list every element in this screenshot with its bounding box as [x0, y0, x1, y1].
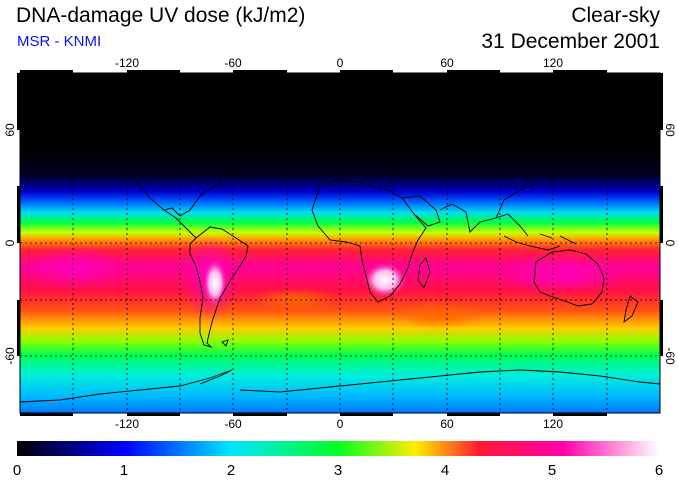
- lon-labels-top: -120 -60 0 60 120: [115, 56, 563, 70]
- data-source-label: MSR - KNMI: [17, 33, 102, 50]
- lon-label-bottom: 0: [337, 417, 344, 431]
- product-label: Clear-sky: [571, 4, 660, 27]
- coastline-australia: [533, 249, 605, 307]
- date-label: 31 December 2001: [481, 30, 660, 53]
- lon-label-top: 120: [543, 56, 563, 70]
- map-title: DNA-damage UV dose (kJ/m2): [16, 4, 306, 27]
- coastline-indonesia: [503, 233, 577, 251]
- lat-label-right: 0: [663, 240, 677, 247]
- coastline-south-america: [189, 226, 249, 348]
- australia-high: [490, 255, 630, 295]
- colorbar-label: 1: [120, 462, 128, 479]
- lat-label-right: 60: [663, 123, 677, 137]
- lat-label-left: 60: [3, 123, 17, 137]
- lat-label-left: 0: [3, 239, 17, 246]
- lon-label-bottom: 120: [543, 417, 563, 431]
- colorbar-label: 0: [13, 462, 21, 479]
- coastline-arabia: [401, 195, 441, 227]
- lat-labels-right: 60 0 -60: [663, 123, 677, 365]
- graticule: [20, 73, 660, 413]
- coastline-africa: [311, 179, 427, 303]
- lat-labels-left: 60 0 -60: [3, 123, 17, 365]
- lon-labels-bottom: -120 -60 0 60 120: [115, 417, 563, 431]
- lon-label-bottom: -60: [224, 417, 242, 431]
- lat-label-right: -60: [663, 347, 677, 365]
- colorbar-labels: 0 1 2 3 4 5 6: [13, 462, 663, 479]
- andes-hotspot: [203, 259, 227, 307]
- coastline-new-zealand: [623, 295, 639, 324]
- colorbar-label: 3: [334, 462, 342, 479]
- east-pacific-high: [20, 246, 130, 290]
- colorbar-label: 6: [655, 462, 663, 479]
- coastline-falklands: [221, 339, 229, 347]
- lon-label-top: -60: [224, 56, 242, 70]
- colorbar-label: 2: [227, 462, 235, 479]
- map-frame: [17, 70, 663, 416]
- lon-label-top: 0: [337, 56, 344, 70]
- lon-label-bottom: -120: [115, 417, 139, 431]
- lat-label-left: -60: [3, 347, 17, 365]
- coastline-madagascar: [417, 257, 431, 289]
- colorbar-label: 4: [441, 462, 449, 479]
- colorbar-label: 5: [548, 462, 556, 479]
- lon-label-top: -120: [115, 56, 139, 70]
- indian-ocean-band: [395, 301, 485, 329]
- southern-africa-hotspot: [363, 262, 407, 298]
- coastline-north-america: [99, 144, 233, 217]
- lon-label-top: 60: [440, 56, 454, 70]
- lon-label-bottom: 60: [440, 417, 454, 431]
- coastline-antarctica: [20, 369, 660, 403]
- colorbar: 0 1 2 3 4 5 6: [13, 441, 663, 479]
- colorbar-gradient: [17, 441, 659, 456]
